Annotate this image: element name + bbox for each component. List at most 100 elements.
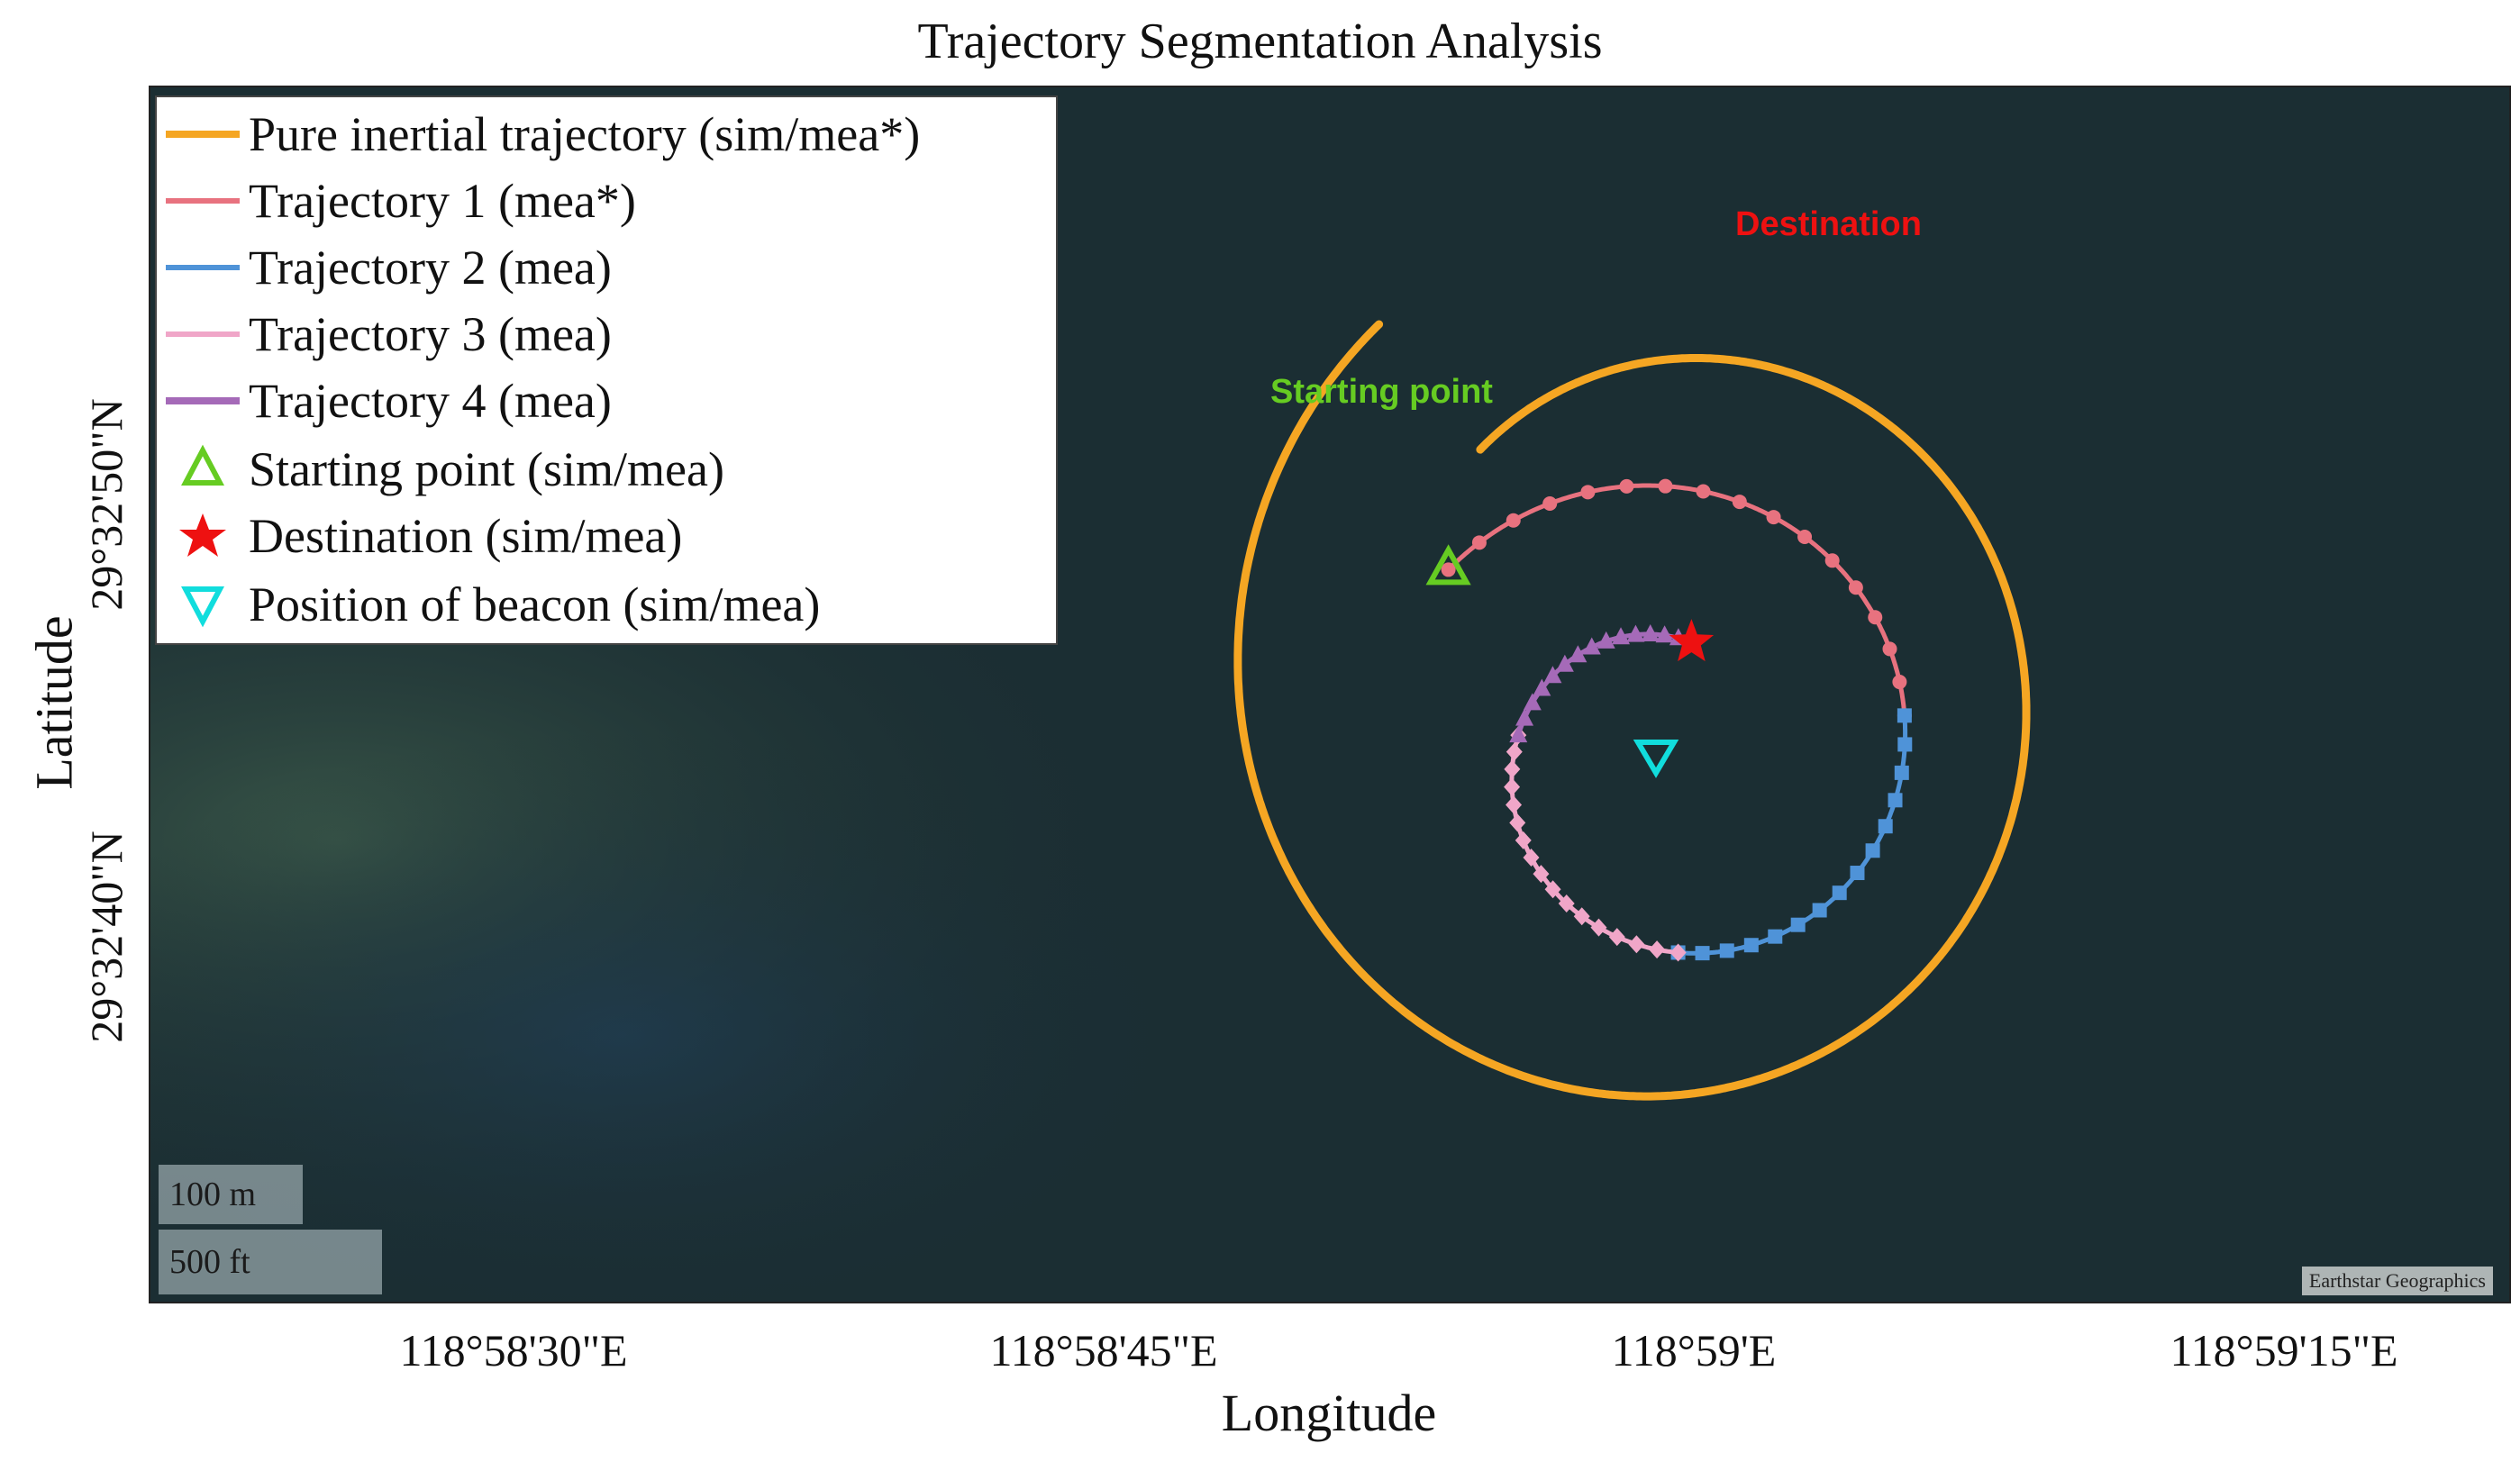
- triangle-up-icon: [181, 444, 224, 486]
- trajectory-2-marker: [1768, 929, 1783, 944]
- trajectory-3-marker: [1628, 935, 1645, 954]
- scale-bar-imperial: 500 ft: [159, 1230, 382, 1294]
- trajectory-2-marker: [1865, 843, 1880, 858]
- trajectory-2-marker: [1888, 793, 1903, 808]
- legend-label: Position of beacon (sim/mea): [249, 577, 821, 631]
- trajectory-2-marker: [1832, 885, 1847, 901]
- chart-title: Trajectory Segmentation Analysis: [917, 14, 1603, 69]
- trajectory-1-marker: [1542, 495, 1558, 511]
- trajectory-3-marker: [1669, 943, 1687, 962]
- trajectory-4-marker: [1612, 627, 1631, 645]
- star-icon: [179, 513, 226, 557]
- trajectory-3-marker: [1573, 907, 1590, 926]
- legend-line-trajectory-4: [166, 397, 240, 404]
- trajectory-3-marker: [1590, 918, 1607, 937]
- trajectory-4-marker: [1509, 725, 1528, 743]
- trajectory-4-marker: [1641, 623, 1660, 641]
- legend-item: Trajectory 3 (mea): [157, 301, 1056, 368]
- legend-label: Pure inertial trajectory (sim/mea*): [249, 107, 921, 161]
- trajectory-3-marker: [1608, 928, 1625, 947]
- legend-label: Starting point (sim/mea): [249, 442, 724, 496]
- map-attribution: Earthstar Geographics: [2301, 1267, 2493, 1295]
- x-tick-label: 118°59'E: [1611, 1325, 1777, 1376]
- trajectory-1-marker: [1658, 478, 1673, 494]
- x-axis-label: Longitude: [1221, 1384, 1437, 1442]
- trajectory-1-marker: [1892, 675, 1907, 690]
- trajectory-2-marker: [1878, 819, 1893, 834]
- trajectory-2-marker: [1897, 737, 1913, 752]
- trajectory-1-marker: [1441, 562, 1456, 577]
- x-tick-label: 118°58'45"E: [989, 1325, 1218, 1376]
- trajectory-2-marker: [1812, 903, 1827, 918]
- starting-point-marker: [1425, 544, 1471, 586]
- trajectory-1-marker: [1824, 553, 1840, 568]
- trajectory-4-marker: [1597, 631, 1615, 649]
- trajectory-1-marker: [1848, 580, 1863, 595]
- starting-point-annotation: Starting point: [1270, 373, 1493, 411]
- trajectory-layer: [1233, 320, 2031, 1101]
- trajectory-3-marker: [1544, 880, 1561, 899]
- legend: Pure inertial trajectory (sim/mea*) Traj…: [155, 95, 1058, 645]
- legend-item: Trajectory 4 (mea): [157, 368, 1056, 434]
- legend-item: Trajectory 2 (mea): [157, 234, 1056, 301]
- trajectory-1-marker: [1506, 513, 1521, 528]
- legend-line-trajectory-3: [166, 331, 240, 337]
- y-axis-label: Latitude: [24, 615, 84, 790]
- trajectory-3-marker: [1515, 831, 1532, 849]
- trajectory-4-marker: [1626, 624, 1645, 642]
- legend-label: Trajectory 2 (mea): [249, 241, 612, 295]
- map-frame: [149, 86, 2511, 1303]
- legend-label: Trajectory 4 (mea): [249, 374, 612, 428]
- trajectory-2-marker: [1743, 938, 1759, 953]
- trajectory-2-marker: [1719, 943, 1734, 958]
- legend-item: Trajectory 1 (mea*): [157, 168, 1056, 234]
- trajectory-4-marker: [1543, 666, 1562, 684]
- legend-label: Destination (sim/mea): [249, 509, 683, 563]
- trajectory-3-marker: [1533, 865, 1550, 884]
- trajectory-3-marker: [1523, 848, 1540, 867]
- trajectory-1-marker: [1766, 510, 1781, 525]
- legend-item: Pure inertial trajectory (sim/mea*): [157, 101, 1056, 168]
- pure-inertial-trajectory: [1233, 320, 2031, 1101]
- legend-item: Position of beacon (sim/mea): [157, 571, 1056, 638]
- trajectory-2-marker: [1695, 946, 1710, 961]
- trajectory-1-marker: [1471, 535, 1487, 550]
- beacon-marker: [1633, 740, 1679, 778]
- trajectory-2-marker: [1850, 866, 1865, 881]
- trajectory-4-marker: [1533, 678, 1551, 696]
- destination-annotation: Destination: [1735, 205, 1922, 243]
- trajectory-1-marker: [1868, 610, 1883, 625]
- triangle-down-icon: [181, 586, 224, 628]
- trajectory-3-marker: [1506, 742, 1523, 761]
- trajectory-1-marker: [1882, 641, 1897, 657]
- trajectory-3-marker: [1558, 894, 1575, 913]
- trajectory-4-marker: [1582, 637, 1601, 655]
- trajectory-2-marker: [1790, 917, 1806, 932]
- trajectory-4-marker: [1569, 645, 1588, 663]
- legend-item: Destination (sim/mea): [157, 503, 1056, 569]
- trajectory-4-marker: [1523, 693, 1542, 711]
- trajectory-1-marker: [1580, 485, 1596, 500]
- trajectory-2-marker: [1894, 765, 1909, 780]
- y-tick-label: 29°32'50"N: [81, 398, 132, 611]
- legend-label: Trajectory 3 (mea): [249, 307, 612, 361]
- legend-line-trajectory-2: [166, 265, 240, 270]
- legend-line-trajectory-1: [166, 198, 240, 204]
- trajectory-1-marker: [1797, 530, 1813, 545]
- trajectory-3-marker: [1504, 777, 1521, 796]
- legend-label: Trajectory 1 (mea*): [249, 174, 636, 228]
- x-tick-label: 118°59'15"E: [2170, 1325, 2398, 1376]
- trajectory-1-marker: [1732, 495, 1747, 510]
- scale-bar-metric: 100 m: [159, 1165, 303, 1224]
- trajectory-3-marker: [1506, 795, 1523, 814]
- destination-marker: [1669, 619, 1715, 662]
- trajectory-4-marker: [1655, 625, 1674, 643]
- legend-line-pure-inertial: [166, 131, 240, 138]
- trajectory-4-marker: [1515, 708, 1534, 726]
- y-tick-label: 29°32'40"N: [81, 831, 132, 1043]
- trajectory-3-marker: [1504, 759, 1521, 778]
- trajectory-3-marker: [1509, 813, 1526, 832]
- x-tick-label: 118°58'30"E: [399, 1325, 628, 1376]
- trajectory-1-marker: [1619, 478, 1634, 494]
- trajectory-2-marker: [1897, 708, 1912, 723]
